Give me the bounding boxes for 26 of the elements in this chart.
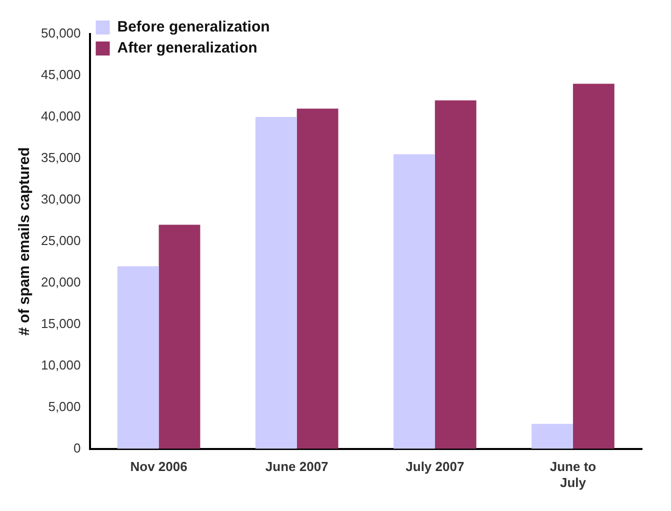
x-tick-label: Nov 2006 bbox=[130, 459, 188, 474]
y-tick-label: 35,000 bbox=[40, 150, 81, 166]
bar bbox=[572, 84, 614, 449]
x-tick-label: June 2007 bbox=[265, 459, 328, 474]
y-tick-label: 0 bbox=[74, 440, 81, 456]
legend-label: After generalization bbox=[117, 40, 258, 57]
y-tick-label: 10,000 bbox=[40, 357, 81, 372]
legend-label: Before generalization bbox=[117, 18, 270, 36]
y-tick-label: 30,000 bbox=[40, 192, 81, 206]
bar bbox=[434, 100, 476, 449]
y-tick-label: 5,000 bbox=[48, 398, 81, 414]
x-tick-label: July 2007 bbox=[406, 459, 464, 474]
bar bbox=[296, 108, 338, 449]
y-tick-label: 20,000 bbox=[40, 274, 81, 290]
y-tick-label: 50,000 bbox=[40, 26, 81, 41]
bar bbox=[117, 266, 159, 449]
bar bbox=[532, 424, 573, 449]
y-axis-title: # of spam emails captured bbox=[16, 147, 34, 336]
bar bbox=[158, 224, 200, 449]
y-tick-label: 40,000 bbox=[40, 108, 81, 124]
y-tick-label: 25,000 bbox=[40, 232, 81, 248]
y-tick-label: 15,000 bbox=[40, 316, 81, 331]
bar bbox=[255, 116, 297, 449]
bar bbox=[393, 154, 435, 449]
y-tick-label: 45,000 bbox=[40, 67, 81, 82]
x-tick-label: June to July bbox=[550, 459, 596, 490]
